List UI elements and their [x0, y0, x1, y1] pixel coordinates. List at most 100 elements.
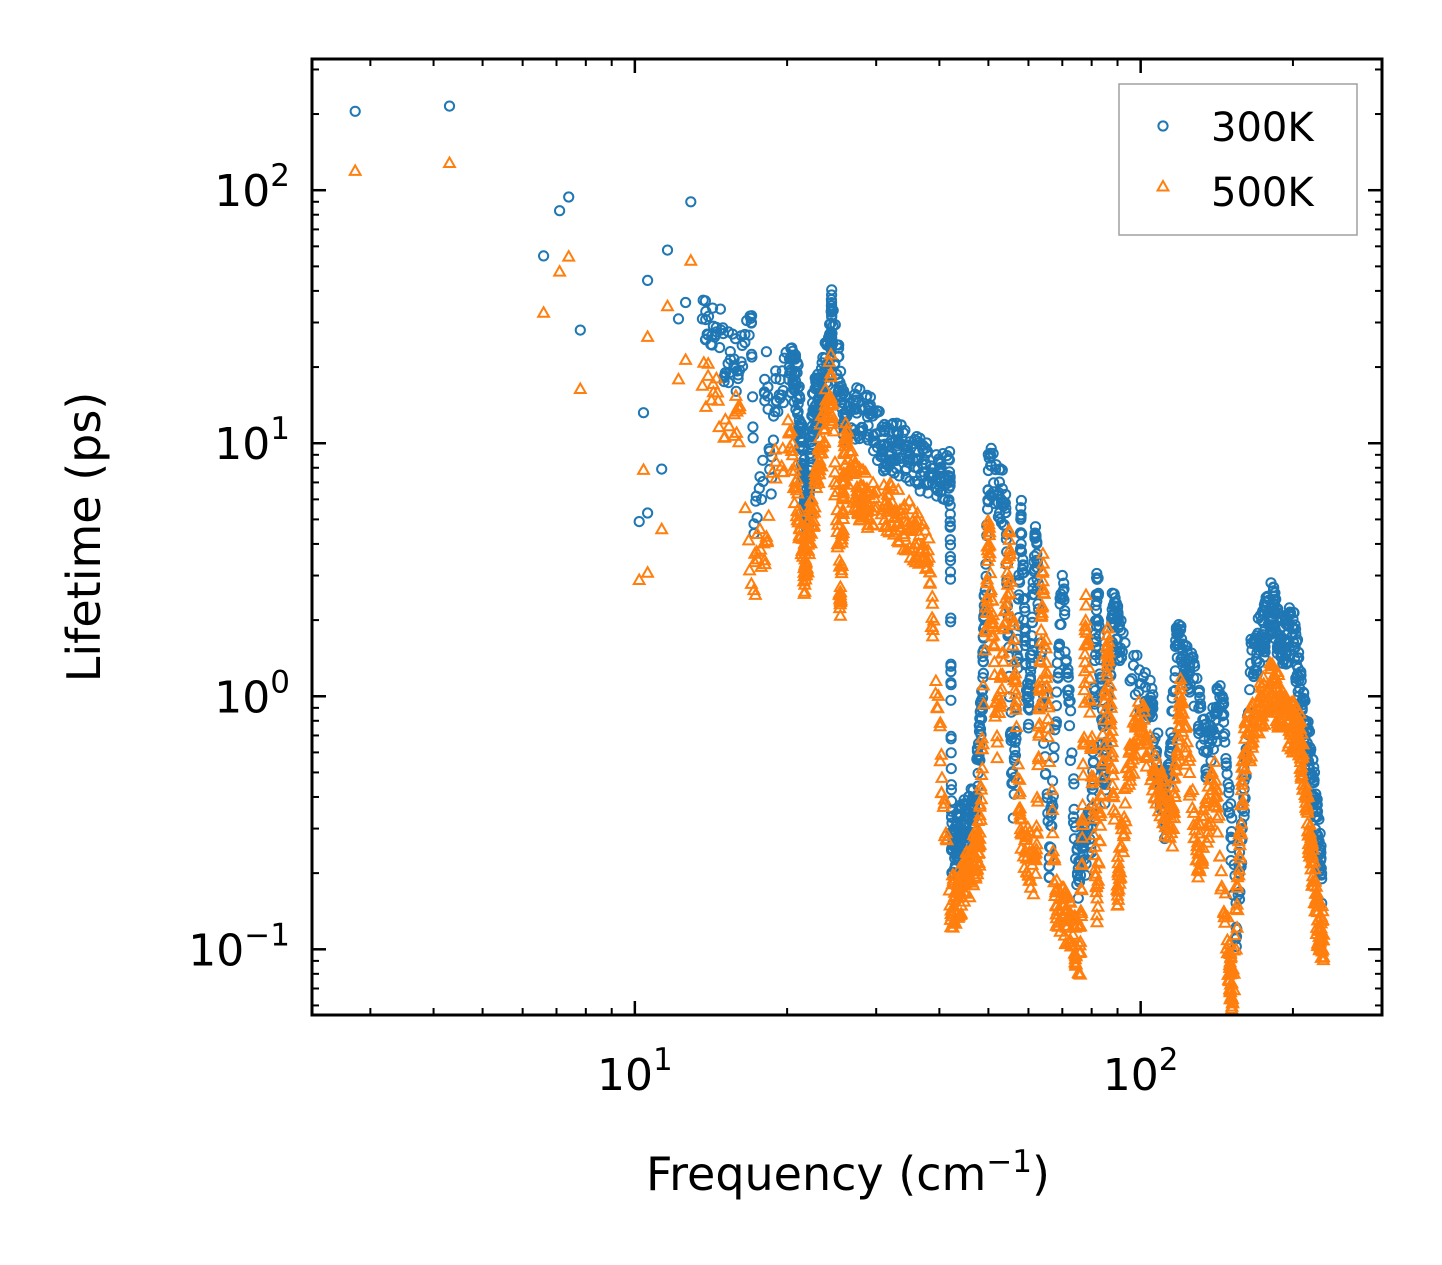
- data-point-cloud-500k: [823, 369, 839, 383]
- data-point-cloud-300k: [1053, 648, 1065, 660]
- data-point-cloud-300k: [1126, 673, 1138, 685]
- data-point-300k: [770, 373, 782, 385]
- data-point-cloud-500k: [1229, 920, 1245, 933]
- data-point-cloud-300k: [1112, 614, 1124, 626]
- data-point-cloud-300k: [911, 475, 924, 487]
- data-point-cloud-500k: [1018, 829, 1034, 843]
- data-point-cloud-300k: [929, 481, 942, 493]
- data-point-cloud-500k: [801, 543, 816, 556]
- data-point-cloud-500k: [1000, 565, 1015, 578]
- data-point-cloud-500k: [1051, 914, 1066, 928]
- data-point-cloud-500k: [1255, 689, 1270, 702]
- data-point-cloud-300k: [999, 506, 1012, 519]
- data-point-cloud-500k: [741, 532, 756, 546]
- data-point-cloud-300k: [1184, 678, 1196, 690]
- data-point-cloud-300k: [920, 442, 932, 454]
- data-point-cloud-500k: [1028, 845, 1044, 858]
- data-point-cloud-300k: [729, 333, 742, 345]
- data-point-cloud-300k: [1008, 752, 1020, 764]
- data-point-cloud-500k: [1255, 708, 1270, 722]
- data-point-cloud-300k: [1091, 595, 1103, 607]
- data-point-cloud-500k: [1041, 699, 1056, 713]
- data-point-cloud-500k: [1100, 649, 1116, 663]
- data-point-cloud-500k: [824, 407, 840, 421]
- data-point-cloud-500k: [747, 554, 762, 568]
- data-point-cloud-500k: [893, 522, 908, 536]
- data-point-cloud-500k: [1038, 640, 1054, 654]
- data-point-cloud-500k: [1267, 674, 1283, 687]
- legend-label-500k: 500K: [1211, 170, 1315, 216]
- data-point-cloud-500k: [1192, 815, 1207, 829]
- data-point-cloud-500k: [1166, 805, 1181, 818]
- data-point-cloud-500k: [1213, 881, 1229, 895]
- data-point-cloud-300k: [884, 448, 896, 460]
- data-point-cloud-500k: [976, 696, 991, 710]
- data-point-cloud-500k: [1110, 865, 1126, 878]
- data-point-cloud-300k: [1019, 623, 1032, 636]
- data-point-cloud-500k: [1110, 897, 1125, 910]
- data-point-cloud-500k: [984, 628, 1000, 642]
- data-point-cloud-500k: [1077, 646, 1093, 660]
- data-point-300k: [1022, 722, 1035, 734]
- data-point-cloud-500k: [1298, 800, 1314, 813]
- data-point-cloud-500k: [840, 424, 855, 437]
- data-point-cloud-500k: [886, 481, 901, 495]
- data-point-cloud-300k: [1047, 800, 1059, 812]
- data-point-cloud-300k: [1291, 652, 1304, 664]
- data-point-500k: [654, 521, 669, 535]
- data-point-cloud-500k: [966, 877, 981, 891]
- data-point-cloud-500k: [1256, 669, 1271, 683]
- data-point-cloud-500k: [1271, 667, 1286, 680]
- data-point-500k: [989, 728, 1005, 742]
- data-point-cloud-300k: [707, 302, 719, 314]
- data-point-cloud-500k: [1263, 661, 1278, 675]
- data-point-cloud-500k: [1012, 784, 1028, 797]
- data-point-cloud-500k: [1053, 924, 1068, 937]
- data-point-cloud-500k: [833, 608, 848, 621]
- data-point-cloud-500k: [1139, 737, 1154, 750]
- data-point-cloud-300k: [891, 440, 903, 452]
- data-point-cloud-500k: [1094, 770, 1110, 783]
- data-point-cloud-300k: [1062, 689, 1074, 702]
- data-point-cloud-300k: [1268, 620, 1280, 632]
- data-point-cloud-500k: [1063, 906, 1078, 919]
- data-point-cloud-500k: [1075, 797, 1090, 811]
- data-point-cloud-500k: [814, 458, 829, 472]
- data-point-cloud-500k: [979, 571, 995, 585]
- data-point-cloud-500k: [785, 447, 800, 461]
- data-point-cloud-500k: [732, 401, 747, 415]
- data-point-cloud-300k: [1279, 647, 1291, 659]
- data-point-cloud-500k: [1105, 785, 1121, 799]
- data-point-cloud-500k: [1107, 812, 1122, 825]
- data-point-cloud-300k: [1173, 619, 1185, 631]
- data-point-cloud-300k: [1068, 778, 1080, 790]
- data-point-cloud-500k: [972, 807, 987, 821]
- data-point-cloud-500k: [1207, 798, 1223, 812]
- data-point-500k: [759, 529, 774, 542]
- data-point-cloud-500k: [853, 462, 869, 476]
- data-point-cloud-500k: [836, 486, 851, 499]
- data-point-cloud-500k: [1012, 810, 1027, 824]
- data-point-cloud-300k: [1063, 696, 1075, 708]
- data-point-cloud-500k: [1041, 729, 1056, 743]
- data-point-cloud-500k: [1173, 708, 1189, 722]
- data-point-cloud-500k: [1073, 918, 1088, 932]
- data-point-cloud-500k: [1083, 739, 1099, 753]
- data-point-cloud-500k: [826, 423, 842, 437]
- data-point-cloud-500k: [738, 500, 753, 514]
- data-point-cloud-500k: [1074, 882, 1089, 896]
- data-point-cloud-300k: [944, 534, 956, 546]
- data-point-cloud-300k: [1233, 846, 1246, 859]
- data-point-cloud-500k: [1304, 838, 1320, 851]
- data-point-cloud-500k: [987, 654, 1002, 668]
- data-point-cloud-500k: [1075, 811, 1090, 825]
- series-500k: [348, 155, 1331, 1014]
- data-point-cloud-500k: [1101, 653, 1116, 666]
- data-point-cloud-500k: [880, 523, 895, 536]
- data-point-cloud-500k: [1167, 789, 1183, 802]
- data-point-cloud-500k: [1095, 726, 1110, 740]
- data-point-cloud-300k: [792, 359, 804, 371]
- data-point-cloud-300k: [1066, 747, 1078, 759]
- data-point-cloud-500k: [993, 694, 1009, 708]
- data-point-cloud-500k: [818, 381, 833, 395]
